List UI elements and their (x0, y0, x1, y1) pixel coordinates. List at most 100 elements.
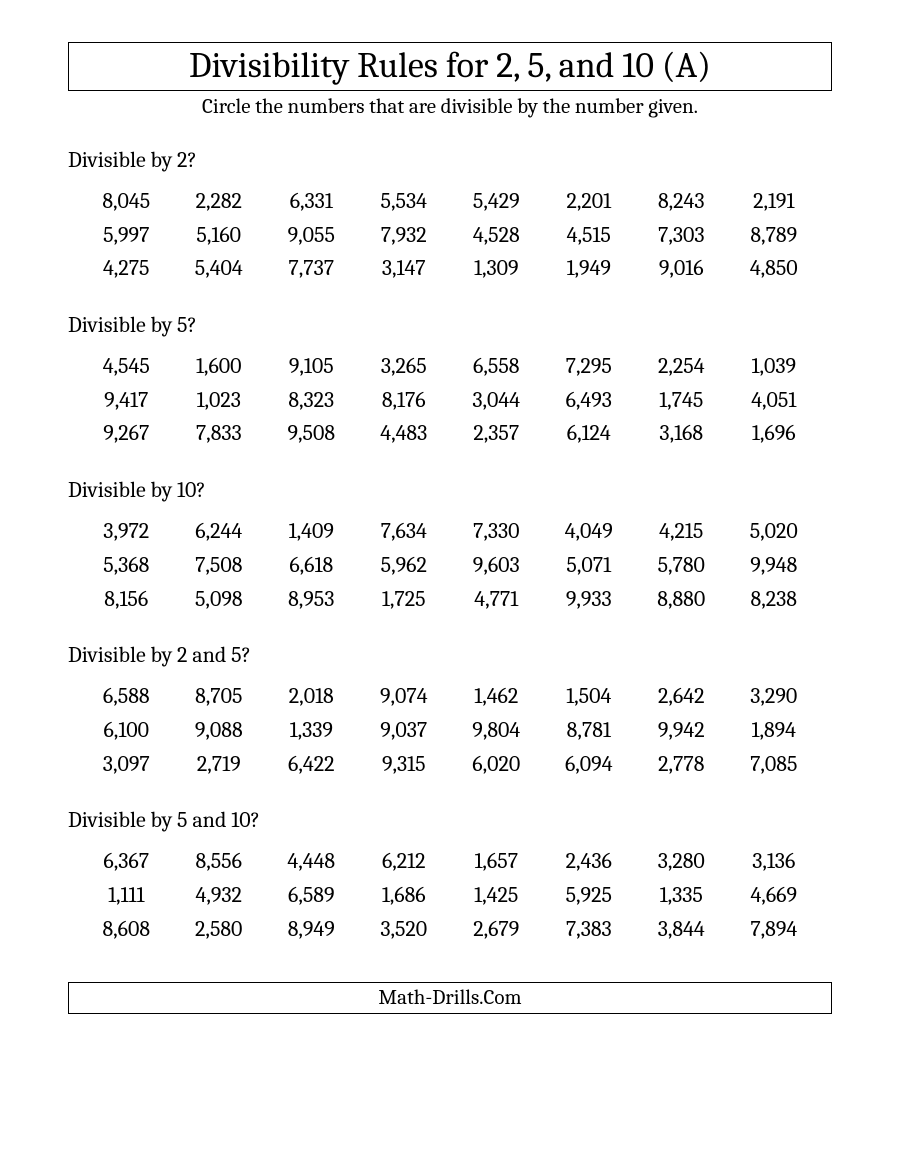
number-cell: 9,105 (265, 352, 358, 382)
number-cell: 4,771 (450, 585, 543, 615)
number-cell: 9,267 (80, 419, 173, 449)
number-cell: 5,534 (358, 187, 451, 217)
number-cell: 4,448 (265, 847, 358, 877)
number-cell: 9,948 (728, 551, 821, 581)
number-cell: 2,018 (265, 682, 358, 712)
number-cell: 9,508 (265, 419, 358, 449)
section-heading: Divisible by 5 and 10? (68, 807, 832, 833)
number-cell: 4,483 (358, 419, 451, 449)
number-cell: 3,972 (80, 517, 173, 547)
number-cell: 4,051 (728, 386, 821, 416)
number-cell: 7,634 (358, 517, 451, 547)
number-cell: 9,942 (635, 716, 728, 746)
number-cell: 6,244 (173, 517, 266, 547)
page-title: Divisibility Rules for 2, 5, and 10 (A) (69, 45, 831, 86)
number-cell: 7,508 (173, 551, 266, 581)
number-cell: 1,111 (80, 881, 173, 911)
number-cell: 3,280 (635, 847, 728, 877)
number-grid: 6,5888,7052,0189,0741,4621,5042,6423,290… (68, 682, 832, 779)
number-cell: 1,039 (728, 352, 821, 382)
number-cell: 4,528 (450, 221, 543, 251)
number-cell: 6,589 (265, 881, 358, 911)
number-cell: 3,136 (728, 847, 821, 877)
number-cell: 3,290 (728, 682, 821, 712)
number-cell: 7,833 (173, 419, 266, 449)
section: Divisible by 10? 3,9726,2441,4097,6347,33… (68, 477, 832, 614)
section-heading: Divisible by 10? (68, 477, 832, 503)
number-cell: 7,330 (450, 517, 543, 547)
number-cell: 7,303 (635, 221, 728, 251)
section-heading: Divisible by 5? (68, 312, 832, 338)
number-cell: 2,719 (173, 750, 266, 780)
number-cell: 3,147 (358, 254, 451, 284)
number-cell: 6,124 (543, 419, 636, 449)
number-cell: 9,016 (635, 254, 728, 284)
number-cell: 2,580 (173, 915, 266, 945)
number-cell: 2,191 (728, 187, 821, 217)
number-cell: 8,705 (173, 682, 266, 712)
number-cell: 6,618 (265, 551, 358, 581)
number-cell: 4,932 (173, 881, 266, 911)
number-cell: 6,212 (358, 847, 451, 877)
number-cell: 7,894 (728, 915, 821, 945)
number-cell: 1,894 (728, 716, 821, 746)
number-cell: 6,094 (543, 750, 636, 780)
number-cell: 1,425 (450, 881, 543, 911)
number-cell: 7,932 (358, 221, 451, 251)
number-cell: 8,781 (543, 716, 636, 746)
number-cell: 7,085 (728, 750, 821, 780)
number-cell: 2,254 (635, 352, 728, 382)
number-cell: 6,422 (265, 750, 358, 780)
number-cell: 1,504 (543, 682, 636, 712)
number-cell: 1,725 (358, 585, 451, 615)
footer-box: Math-Drills.Com (68, 982, 832, 1014)
number-cell: 6,020 (450, 750, 543, 780)
section: Divisible by 2?8,0452,2826,3315,5345,429… (68, 147, 832, 284)
number-cell: 8,243 (635, 187, 728, 217)
number-cell: 1,745 (635, 386, 728, 416)
number-cell: 4,669 (728, 881, 821, 911)
number-cell: 4,545 (80, 352, 173, 382)
number-grid: 8,0452,2826,3315,5345,4292,2018,2432,191… (68, 187, 832, 284)
number-cell: 3,265 (358, 352, 451, 382)
worksheet-page: Divisibility Rules for 2, 5, and 10 (A) … (0, 0, 900, 1062)
number-cell: 5,368 (80, 551, 173, 581)
number-cell: 6,100 (80, 716, 173, 746)
number-cell: 6,331 (265, 187, 358, 217)
number-cell: 9,074 (358, 682, 451, 712)
number-cell: 9,804 (450, 716, 543, 746)
number-cell: 3,520 (358, 915, 451, 945)
number-cell: 3,168 (635, 419, 728, 449)
footer-text: Math-Drills.Com (378, 986, 521, 1010)
section: Divisible by 5 and 10?6,3678,5564,4486,2… (68, 807, 832, 944)
number-cell: 8,608 (80, 915, 173, 945)
number-grid: 4,5451,6009,1053,2656,5587,2952,2541,039… (68, 352, 832, 449)
number-cell: 8,953 (265, 585, 358, 615)
number-cell: 5,404 (173, 254, 266, 284)
number-cell: 5,429 (450, 187, 543, 217)
number-cell: 1,600 (173, 352, 266, 382)
number-cell: 9,603 (450, 551, 543, 581)
number-cell: 1,462 (450, 682, 543, 712)
number-cell: 8,789 (728, 221, 821, 251)
number-cell: 8,176 (358, 386, 451, 416)
number-cell: 1,696 (728, 419, 821, 449)
number-cell: 8,880 (635, 585, 728, 615)
section: Divisible by 5? 4,5451,6009,1053,2656,558… (68, 312, 832, 449)
number-cell: 1,023 (173, 386, 266, 416)
number-cell: 4,275 (80, 254, 173, 284)
number-cell: 5,780 (635, 551, 728, 581)
number-cell: 3,844 (635, 915, 728, 945)
number-cell: 2,201 (543, 187, 636, 217)
number-cell: 5,098 (173, 585, 266, 615)
number-cell: 2,778 (635, 750, 728, 780)
number-cell: 6,558 (450, 352, 543, 382)
number-cell: 1,409 (265, 517, 358, 547)
number-cell: 1,686 (358, 881, 451, 911)
section: Divisible by 2 and 5?6,5888,7052,0189,07… (68, 642, 832, 779)
number-cell: 5,925 (543, 881, 636, 911)
number-cell: 1,949 (543, 254, 636, 284)
number-cell: 5,962 (358, 551, 451, 581)
number-cell: 8,156 (80, 585, 173, 615)
number-cell: 3,044 (450, 386, 543, 416)
